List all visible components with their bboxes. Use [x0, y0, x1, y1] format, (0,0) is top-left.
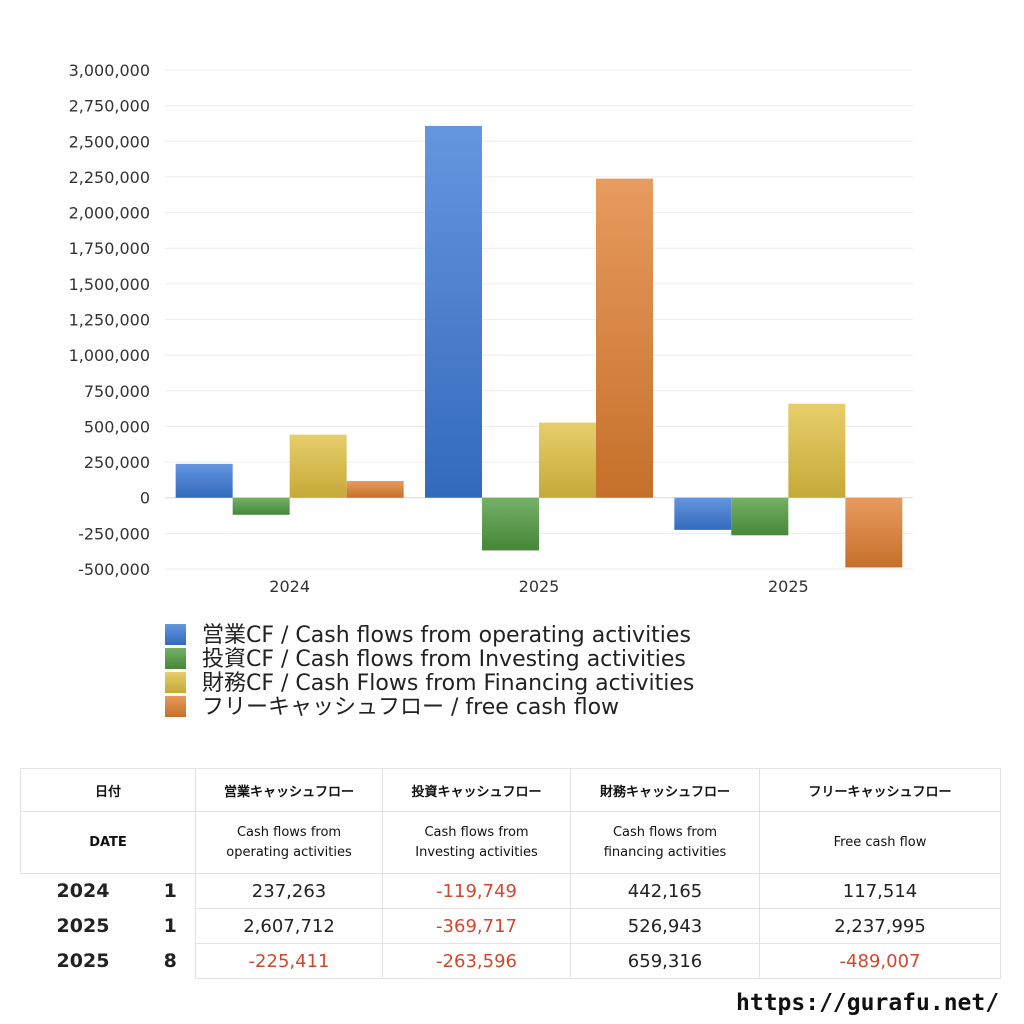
- bar: [731, 497, 789, 536]
- header-financing-en-line2: financing activities: [603, 844, 727, 860]
- legend-swatch: [165, 672, 186, 693]
- header-operating-en-line1: Cash flows from: [236, 824, 342, 840]
- row-year: 2025: [56, 915, 110, 937]
- row-month: 1: [145, 873, 197, 909]
- x-axis-ticks: 2024 2025 2025: [269, 577, 808, 596]
- legend-label: 財務CF / Cash Flows from Financing activit…: [202, 671, 694, 696]
- bar: [232, 497, 290, 515]
- row-month: 1: [145, 908, 197, 944]
- y-tick-label: 3,000,000: [69, 61, 150, 80]
- header-investing-ja: 投資キャッシュフロー: [382, 768, 572, 812]
- header-financing-ja: 財務キャッシュフロー: [570, 768, 761, 812]
- row-month: 8: [145, 943, 197, 979]
- y-tick-label: 0: [140, 489, 150, 508]
- bar: [539, 422, 596, 498]
- bar: [845, 497, 903, 568]
- row-year: 2024: [56, 880, 110, 903]
- x-tick-label: 2025: [519, 577, 560, 596]
- y-tick-label: 1,000,000: [69, 346, 150, 365]
- row-free: 2,237,995: [759, 908, 1002, 944]
- legend-swatch: [165, 696, 186, 717]
- legend-label: 営業CF / Cash flows from operating activit…: [202, 623, 691, 648]
- y-tick-label: 1,750,000: [69, 239, 150, 258]
- y-tick-label: 2,500,000: [69, 132, 150, 151]
- header-investing-en-line1: Cash flows from: [424, 824, 529, 840]
- bar: [788, 403, 846, 498]
- legend-label: フリーキャッシュフロー / free cash flow: [202, 695, 619, 720]
- header-date-en: DATE: [19, 811, 197, 874]
- row-year: 2025: [56, 950, 110, 972]
- legend-swatch: [165, 624, 186, 645]
- bar: [425, 125, 482, 498]
- y-axis-ticks: 3,000,000 2,750,000 2,500,000 2,250,000 2,00…: [69, 61, 150, 579]
- row-investing: -263,596: [382, 943, 572, 979]
- bar: [674, 497, 732, 530]
- bar: [346, 480, 404, 498]
- header-date-en-text: DATE: [89, 834, 127, 850]
- row-free: 117,514: [759, 873, 1002, 909]
- header-free-ja: フリーキャッシュフロー: [759, 768, 1002, 812]
- header-investing-en-line2: Investing activities: [415, 844, 538, 860]
- table-row: 2024 1 237,263 -119,749 442,165 117,514: [21, 873, 1002, 909]
- header-investing-en: Cash flows from Investing activities: [382, 811, 572, 874]
- table-row: 2025 1 2,607,712 -369,717 526,943 2,237,…: [21, 908, 1002, 944]
- bar: [596, 178, 653, 498]
- legend-label: 投資CF / Cash flows from Investing activit…: [202, 647, 686, 672]
- row-financing: 526,943: [570, 908, 761, 944]
- row-financing: 442,165: [570, 873, 761, 909]
- row-free: -489,007: [759, 943, 1002, 979]
- header-financing-en: Cash flows from financing activities: [570, 811, 761, 874]
- bar: [175, 463, 233, 498]
- x-tick-label: 2024: [269, 577, 310, 596]
- table-row: 2025 8 -225,411 -263,596 659,316 -489,00…: [21, 943, 1002, 979]
- table-header-en-row: DATE Cash flows from operating activitie…: [19, 811, 1002, 874]
- y-tick-label: 2,000,000: [69, 204, 150, 223]
- row-operating: -225,411: [195, 943, 384, 979]
- cash-flow-bar-chart: 3,000,000 2,750,000 2,500,000 2,250,000 2,00…: [69, 61, 913, 720]
- header-operating-ja: 営業キャッシュフロー: [195, 768, 384, 812]
- header-free-en-text: Free cash flow: [833, 834, 927, 850]
- header-free-en: Free cash flow: [759, 811, 1002, 874]
- legend-swatch: [165, 648, 186, 669]
- row-financing: 659,316: [570, 943, 761, 979]
- y-tick-label: 750,000: [84, 382, 150, 401]
- header-date-ja: 日付: [19, 768, 197, 812]
- table-header-ja-row: 日付 営業キャッシュフロー 投資キャッシュフロー 財務キャッシュフロー フリーキ…: [19, 768, 1002, 812]
- row-operating: 2,607,712: [195, 908, 384, 944]
- y-tick-label: 2,250,000: [69, 168, 150, 187]
- header-operating-en-line2: operating activities: [226, 844, 352, 860]
- row-investing: -369,717: [382, 908, 572, 944]
- header-operating-en: Cash flows from operating activities: [195, 811, 384, 874]
- y-tick-label: 250,000: [84, 453, 150, 472]
- row-investing: -119,749: [382, 873, 572, 909]
- header-financing-en-line1: Cash flows from: [612, 824, 718, 840]
- footer-url[interactable]: https://gurafu.net/: [736, 990, 1000, 1016]
- cash-flow-table: 日付 営業キャッシュフロー 投資キャッシュフロー 財務キャッシュフロー フリーキ…: [19, 768, 1002, 979]
- chart-legend: 営業CF / Cash flows from operating activit…: [165, 623, 694, 720]
- row-operating: 237,263: [195, 873, 384, 909]
- y-tick-label: -500,000: [78, 560, 150, 579]
- y-tick-label: 1,250,000: [69, 311, 150, 330]
- y-tick-label: 500,000: [84, 417, 150, 436]
- chart-bars: [175, 125, 903, 568]
- y-tick-label: 2,750,000: [69, 97, 150, 116]
- y-tick-label: -250,000: [78, 524, 150, 543]
- y-tick-label: 1,500,000: [69, 275, 150, 294]
- bar: [482, 497, 539, 551]
- bar: [289, 434, 347, 498]
- x-tick-label: 2025: [768, 577, 809, 596]
